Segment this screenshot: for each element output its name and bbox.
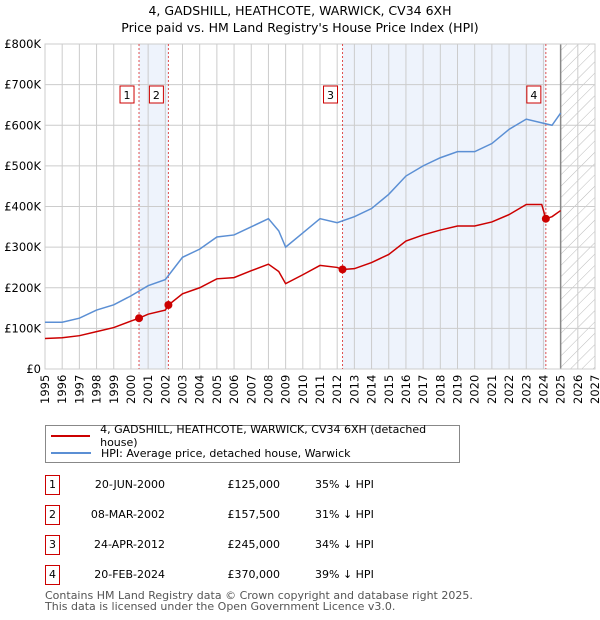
sale-price: £370,000 bbox=[227, 568, 281, 581]
x-tick-label: 2027 bbox=[588, 375, 600, 404]
x-tick-label: 2000 bbox=[124, 375, 138, 404]
sale-label-box bbox=[148, 85, 164, 104]
sale-date: 20-JUN-2000 bbox=[94, 478, 165, 491]
x-tick-label: 2016 bbox=[399, 375, 413, 404]
x-tick-label: 2010 bbox=[296, 375, 310, 404]
sale-date: 24-APR-2012 bbox=[93, 538, 165, 551]
sale-point bbox=[338, 265, 347, 274]
sale-label: 4 bbox=[530, 89, 537, 102]
x-tick-label: 2020 bbox=[468, 375, 482, 404]
sale-label: 2 bbox=[153, 89, 160, 102]
sale-price: £125,000 bbox=[227, 478, 281, 491]
x-tick-label: 1996 bbox=[55, 375, 69, 404]
sale-price: £157,500 bbox=[227, 508, 281, 521]
footer-line-1: Contains HM Land Registry data © Crown c… bbox=[45, 589, 473, 602]
sale-label: 1 bbox=[124, 89, 131, 102]
x-tick-label: 2011 bbox=[313, 375, 327, 404]
sale-label-box bbox=[323, 85, 339, 104]
y-tick-label: £600K bbox=[4, 118, 41, 132]
sale-number-badge: 1 bbox=[45, 475, 60, 495]
x-tick-label: 2021 bbox=[485, 375, 499, 404]
sale-point bbox=[135, 314, 144, 323]
chart-subtitle: Price paid vs. HM Land Registry's House … bbox=[121, 20, 479, 35]
sale-date: 20-FEB-2024 bbox=[94, 568, 165, 581]
x-tick-label: 2019 bbox=[451, 375, 465, 404]
sale-number-badge: 2 bbox=[45, 505, 60, 525]
legend-label: 4, GADSHILL, HEATHCOTE, WARWICK, CV34 6X… bbox=[100, 423, 427, 449]
y-tick-label: £300K bbox=[4, 240, 41, 254]
x-tick-label: 2026 bbox=[571, 375, 585, 404]
x-tick-label: 2024 bbox=[536, 375, 550, 404]
sale-label-box bbox=[119, 85, 135, 104]
chart-title: 4, GADSHILL, HEATHCOTE, WARWICK, CV34 6X… bbox=[148, 3, 452, 18]
legend-label: HPI: Average price, detached house, Warw… bbox=[101, 446, 351, 460]
x-tick-label: 2003 bbox=[176, 375, 190, 404]
sale-point bbox=[164, 301, 173, 310]
series-line bbox=[45, 112, 562, 324]
sale-hpi-diff: 35% ↓ HPI bbox=[315, 478, 374, 491]
x-tick-label: 2004 bbox=[193, 375, 207, 404]
sale-row: 3 24-APR-2012 £245,000 34% ↓ HPI bbox=[45, 535, 465, 555]
x-tick-label: 1999 bbox=[107, 375, 121, 404]
sale-point bbox=[541, 214, 550, 223]
x-tick-label: 2006 bbox=[227, 375, 241, 404]
x-tick-label: 2007 bbox=[244, 375, 258, 404]
legend-item-hpi: HPI: Average price, detached house, Warw… bbox=[46, 445, 351, 461]
x-tick-label: 2008 bbox=[261, 375, 275, 404]
sale-hpi-diff: 31% ↓ HPI bbox=[315, 508, 374, 521]
sale-hpi-diff: 39% ↓ HPI bbox=[315, 568, 374, 581]
sale-row: 2 08-MAR-2002 £157,500 31% ↓ HPI bbox=[45, 505, 465, 525]
x-tick-label: 2015 bbox=[382, 375, 396, 404]
y-tick-label: £400K bbox=[4, 200, 41, 214]
y-tick-label: £800K bbox=[4, 37, 41, 51]
x-tick-label: 1997 bbox=[72, 375, 86, 404]
x-tick-label: 2023 bbox=[519, 375, 533, 404]
x-tick-label: 2025 bbox=[554, 375, 568, 404]
x-tick-label: 2018 bbox=[433, 375, 447, 404]
sale-label: 3 bbox=[327, 89, 334, 102]
legend-swatch-red bbox=[51, 435, 91, 437]
x-tick-label: 1995 bbox=[38, 375, 52, 404]
y-tick-label: £500K bbox=[4, 159, 41, 173]
x-tick-label: 2014 bbox=[365, 375, 379, 404]
sale-hpi-diff: 34% ↓ HPI bbox=[315, 538, 374, 551]
legend-swatch-blue bbox=[51, 452, 91, 454]
sale-row: 4 20-FEB-2024 £370,000 39% ↓ HPI bbox=[45, 565, 465, 585]
y-tick-label: £700K bbox=[4, 78, 41, 92]
x-tick-label: 2005 bbox=[210, 375, 224, 404]
sale-price: £245,000 bbox=[227, 538, 281, 551]
plot-frame bbox=[44, 43, 596, 370]
sale-number-badge: 3 bbox=[45, 535, 60, 555]
x-tick-label: 2012 bbox=[330, 375, 344, 404]
sale-label-box bbox=[526, 85, 542, 104]
y-tick-label: £200K bbox=[4, 281, 41, 295]
x-tick-label: 2009 bbox=[279, 375, 293, 404]
sale-number-badge: 4 bbox=[45, 565, 60, 585]
sale-row: 1 20-JUN-2000 £125,000 35% ↓ HPI bbox=[45, 475, 465, 495]
y-tick-label: £0 bbox=[26, 362, 41, 376]
x-tick-label: 2001 bbox=[141, 375, 155, 404]
x-tick-label: 2017 bbox=[416, 375, 430, 404]
x-tick-label: 2002 bbox=[158, 375, 172, 404]
chart-svg: 1995 1996 1997 1998 1999 2000 2001 2002 2003 2004… bbox=[4, 37, 600, 404]
legend: 4, GADSHILL, HEATHCOTE, WARWICK, CV34 6X… bbox=[45, 423, 460, 463]
y-tick-label: £100K bbox=[4, 321, 41, 335]
footer-line-2: This data is licensed under the Open Gov… bbox=[45, 600, 396, 613]
x-tick-label: 1998 bbox=[90, 375, 104, 404]
x-tick-label: 2022 bbox=[502, 375, 516, 404]
legend-item-property: 4, GADSHILL, HEATHCOTE, WARWICK, CV34 6X… bbox=[46, 423, 459, 449]
sale-date: 08-MAR-2002 bbox=[90, 508, 165, 521]
x-tick-label: 2013 bbox=[347, 375, 361, 404]
